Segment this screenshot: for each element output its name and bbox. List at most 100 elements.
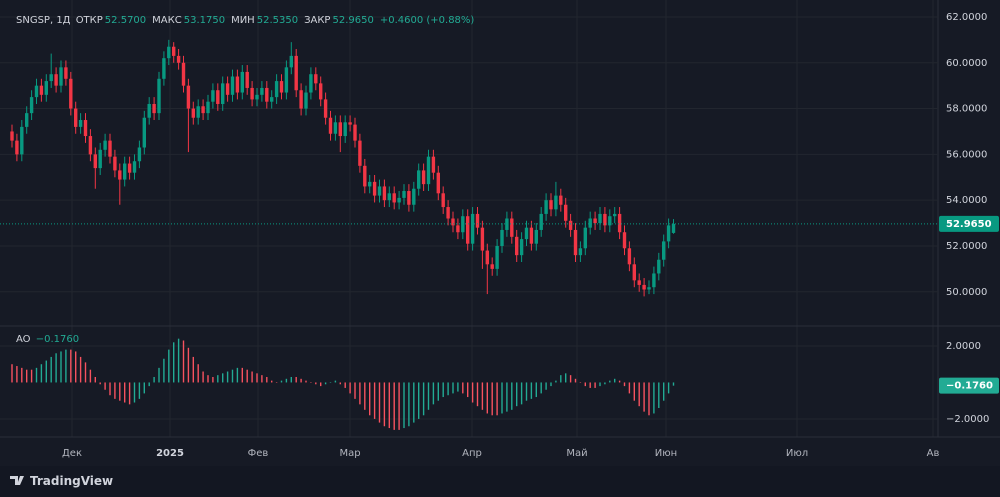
ao-bar (530, 382, 533, 399)
y-tick-label: −2.0000 (946, 414, 989, 425)
candle-body (230, 76, 235, 95)
ao-bar (496, 382, 498, 416)
ao-bar (256, 373, 258, 383)
x-tick-label: Июл (786, 448, 808, 459)
candle-body (475, 213, 480, 228)
x-tick-label: Дек (62, 448, 82, 459)
bottom-bar (0, 466, 1000, 497)
ao-bar (491, 382, 493, 416)
ao-bar (447, 382, 449, 396)
candle-body (412, 188, 416, 205)
ao-bar (231, 369, 234, 383)
logo (10, 476, 24, 485)
ao-bar (153, 376, 155, 383)
ao-bar (280, 380, 283, 383)
candle-body (20, 126, 24, 155)
x-tick-label: Фев (248, 448, 269, 459)
candle-body (534, 229, 538, 244)
candle-body (69, 78, 73, 109)
candle-body (294, 55, 298, 91)
ao-bar (648, 382, 650, 416)
candle-body (372, 181, 377, 196)
ao-bar (320, 382, 322, 387)
candle-body (544, 200, 548, 214)
ao-bar (594, 382, 596, 388)
x-tick-label: Май (566, 448, 587, 459)
ao-bar (11, 364, 13, 383)
ao-bar (623, 382, 626, 387)
candle-body (132, 161, 137, 173)
candle-body (39, 85, 44, 95)
ao-bar (653, 382, 655, 414)
candle-body (314, 74, 318, 84)
candle-body (147, 103, 151, 118)
ao-bar (437, 382, 439, 401)
candle-body (554, 195, 558, 210)
ao-bar (75, 351, 77, 383)
ao-bar (373, 382, 376, 419)
ao-bar (79, 356, 82, 383)
ao-bar (246, 369, 248, 383)
ao-bar (481, 382, 484, 410)
ao-bar (266, 376, 268, 383)
candle-body (142, 117, 146, 148)
candle-body (397, 197, 401, 203)
ao-bar (202, 371, 204, 383)
ao-bar (427, 382, 430, 410)
ao-bar (574, 378, 577, 383)
candle-body (436, 172, 440, 194)
candle-body (25, 113, 29, 127)
ao-bar (339, 382, 341, 385)
ao-value: −0.1760 (35, 334, 80, 345)
candle-body (456, 225, 460, 233)
candle-body (377, 186, 382, 196)
candle-body (235, 76, 240, 93)
ao-bar (163, 358, 165, 383)
candle-body (407, 191, 411, 205)
ao-bar (236, 367, 239, 383)
ao-bar (560, 375, 562, 383)
ao-bar (40, 364, 43, 383)
candle-body (637, 280, 641, 285)
ao-bar (614, 378, 616, 383)
candle-body (510, 218, 514, 237)
candle-body (446, 207, 450, 219)
ao-bar (261, 375, 263, 383)
ao-bar (65, 349, 67, 383)
brand[interactable]: TradingView (30, 474, 114, 488)
candle-body (402, 191, 406, 198)
last-price-label: 52.9650 (946, 219, 992, 230)
ao-bar (305, 380, 307, 383)
candle-body (118, 170, 122, 180)
symbol-legend: SNGSP, 1Д ОТКР 52.5700 МАКС 53.1750 МИН 52.53… (16, 15, 480, 26)
candle-body (470, 213, 475, 244)
candle-body (113, 156, 117, 171)
ao-bar (275, 382, 278, 383)
candle-body (608, 216, 612, 226)
candle-body (519, 239, 524, 256)
ao-bar (609, 380, 611, 383)
candle-body (211, 90, 215, 102)
ao-bar (589, 382, 591, 388)
candle-body (137, 147, 142, 162)
candle-body (44, 81, 48, 95)
candle-body (622, 232, 627, 249)
ao-bar (241, 367, 243, 383)
ao-bar (565, 373, 567, 383)
ao-bar (393, 382, 395, 430)
candle-body (289, 55, 293, 68)
ao-bar (35, 367, 38, 383)
ao-bar (555, 380, 557, 383)
candle-body (382, 186, 387, 201)
candle-body (466, 216, 470, 244)
candle-body (328, 117, 333, 134)
ao-bar (369, 382, 371, 416)
candle-body (343, 122, 347, 137)
candle-body (417, 170, 421, 189)
candle-body (64, 67, 68, 79)
ao-bar (310, 382, 312, 383)
ao-bar (84, 362, 87, 383)
candle-body (78, 120, 83, 127)
ao-bar (422, 382, 425, 416)
